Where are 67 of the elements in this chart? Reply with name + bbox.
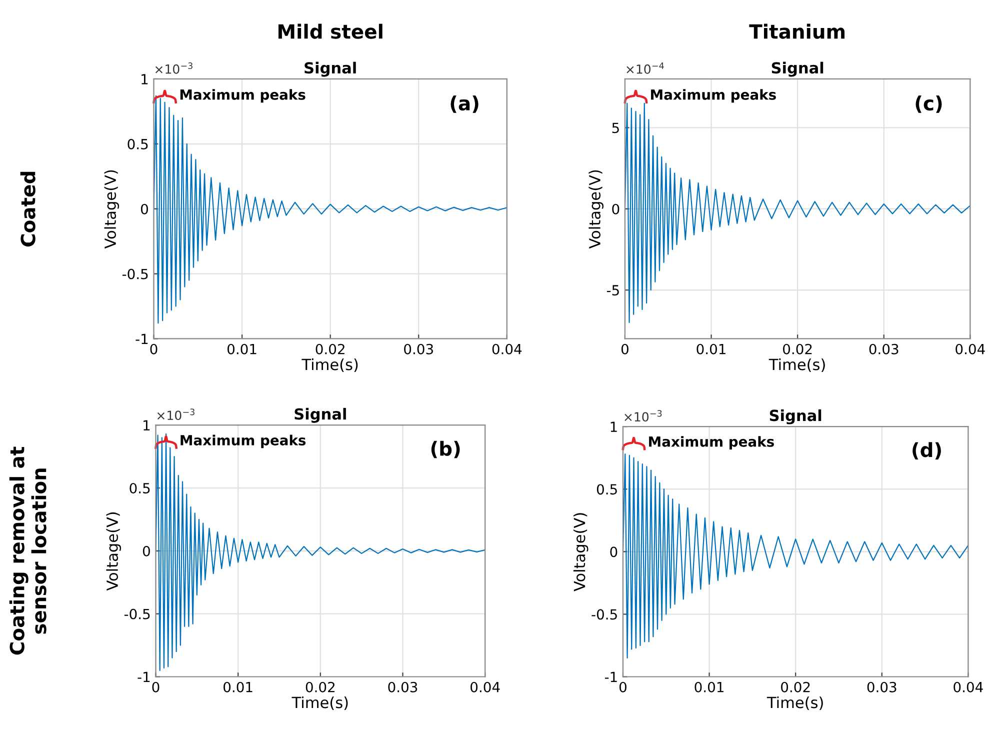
x-tick-label: 0.02 xyxy=(306,682,334,692)
line-series xyxy=(156,433,486,672)
x-tick-label: 0.04 xyxy=(492,344,522,354)
y-tick-label: -1 xyxy=(136,334,148,344)
y-axis-title: Voltage(V) xyxy=(104,170,120,249)
y-tick-label: 0 xyxy=(612,204,620,214)
y-tick-label: -0.5 xyxy=(122,268,148,280)
y-tick-label: 0 xyxy=(610,546,618,558)
y-tick-label: -1 xyxy=(138,672,150,682)
x-tick-label: 0.02 xyxy=(781,682,810,692)
x-tick-label: 0 xyxy=(152,682,160,692)
chart-title: Signal xyxy=(304,62,356,77)
annotation: Maximum peaks xyxy=(180,434,306,448)
text: ×10$^{−3}$ xyxy=(155,62,192,74)
y-tick-label: 0.5 xyxy=(596,484,617,495)
x-tick-label: 0.03 xyxy=(388,682,418,692)
annotation: (b) xyxy=(431,440,460,458)
x-tick-label: 0 xyxy=(621,344,628,354)
y-axis-title: Voltage(V) xyxy=(588,170,604,249)
x-tick-label: 0.01 xyxy=(224,682,252,692)
text: ×10$^{−4}$ xyxy=(626,62,664,74)
x-axis-title: Time(s) xyxy=(292,696,348,710)
y-tick-label: -0.5 xyxy=(592,609,617,620)
x-tick-label: 0.03 xyxy=(404,344,433,354)
x-tick-label: 0.02 xyxy=(316,344,344,354)
x-tick-label: 0.04 xyxy=(470,682,500,692)
y-tick-label: 1 xyxy=(610,422,617,432)
chart-title: Signal xyxy=(772,62,824,77)
y-tick-label: 1 xyxy=(142,74,148,84)
annotation: (d) xyxy=(912,442,941,460)
x-axis-title: Time(s) xyxy=(302,358,358,372)
annotation: Maximum peaks xyxy=(649,436,774,450)
x-tick-label: 0.03 xyxy=(867,682,896,692)
x-tick-label: 0 xyxy=(150,344,158,354)
annotation: Maximum peaks xyxy=(180,89,306,103)
x-tick-label: 0.04 xyxy=(954,682,983,692)
y-tick-label: -5 xyxy=(606,285,619,296)
y-tick-label: 0.5 xyxy=(130,482,150,494)
text: ×10$^{−3}$ xyxy=(157,408,194,420)
chart-title: Signal xyxy=(770,409,822,424)
y-axis-title: Voltage(V) xyxy=(573,513,588,592)
y-tick-label: 0.5 xyxy=(128,138,148,150)
text: Coating removal at sensor location xyxy=(9,446,46,655)
x-tick-label: 0.03 xyxy=(869,344,898,354)
x-tick-label: 0.01 xyxy=(694,682,724,692)
chart-title: Signal xyxy=(294,408,346,423)
x-tick-label: 0 xyxy=(619,682,626,692)
y-axis-title: Voltage(V) xyxy=(106,512,122,591)
x-axis-title: Time(s) xyxy=(766,696,823,710)
text: Mild steel xyxy=(278,24,382,39)
x-tick-label: 0.01 xyxy=(228,344,256,354)
y-tick-label: 0 xyxy=(140,204,148,214)
annotation: (c) xyxy=(916,96,942,113)
y-tick-label: 1 xyxy=(144,420,150,430)
y-tick-label: 5 xyxy=(612,122,619,134)
y-tick-label: -1 xyxy=(604,672,617,682)
text: Titanium xyxy=(749,24,845,39)
x-tick-label: 0.02 xyxy=(783,344,812,354)
text: Coated xyxy=(20,172,36,246)
y-tick-label: -0.5 xyxy=(124,608,150,620)
x-tick-label: 0.01 xyxy=(696,344,726,354)
annotation: (a) xyxy=(450,96,478,113)
x-tick-label: 0.04 xyxy=(956,344,985,354)
text: ×10$^{−3}$ xyxy=(624,410,662,422)
annotation: Maximum peaks xyxy=(651,89,776,103)
x-axis-title: Time(s) xyxy=(768,358,825,372)
y-tick-label: 0 xyxy=(142,546,150,556)
